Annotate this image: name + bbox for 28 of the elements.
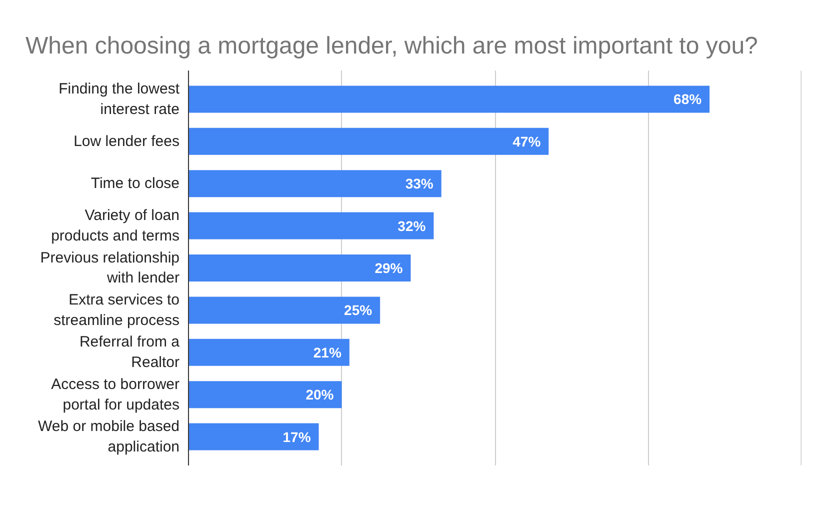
bar [188,212,434,240]
y-tick-label: Low lender fees [74,132,180,150]
data-label: 17% [282,428,312,445]
y-tick-label: Extra services to streamline process [54,292,180,329]
data-label: 21% [313,344,342,360]
bar [188,170,442,198]
y-tick-label: Access to borrower portal for updates [51,376,180,414]
y-tick-label: Time to close [90,175,180,192]
data-label: 20% [306,386,334,403]
bar [188,381,342,408]
data-label: 47% [512,133,542,150]
bar [188,128,549,155]
y-tick-label: Finding the lowest interest rate [58,80,180,118]
y-tick-label: Variety of loan products and terms [51,207,180,244]
data-label: 25% [344,302,373,318]
y-tick-label: Referral from a Realtor [79,334,180,372]
bar [188,338,350,366]
y-tick-label: Web or mobile based application [38,418,180,456]
data-label: 68% [674,91,702,108]
bar [188,296,380,324]
data-label: 33% [405,176,434,192]
bar [188,254,411,282]
bar [188,86,710,113]
data-label: 29% [374,260,404,276]
bar [188,423,319,450]
y-tick-label: Previous relationship with lender [40,249,180,287]
chart-title: When choosing a mortgage lender, which are most important to you? [26,32,758,60]
data-label: 32% [398,218,426,234]
